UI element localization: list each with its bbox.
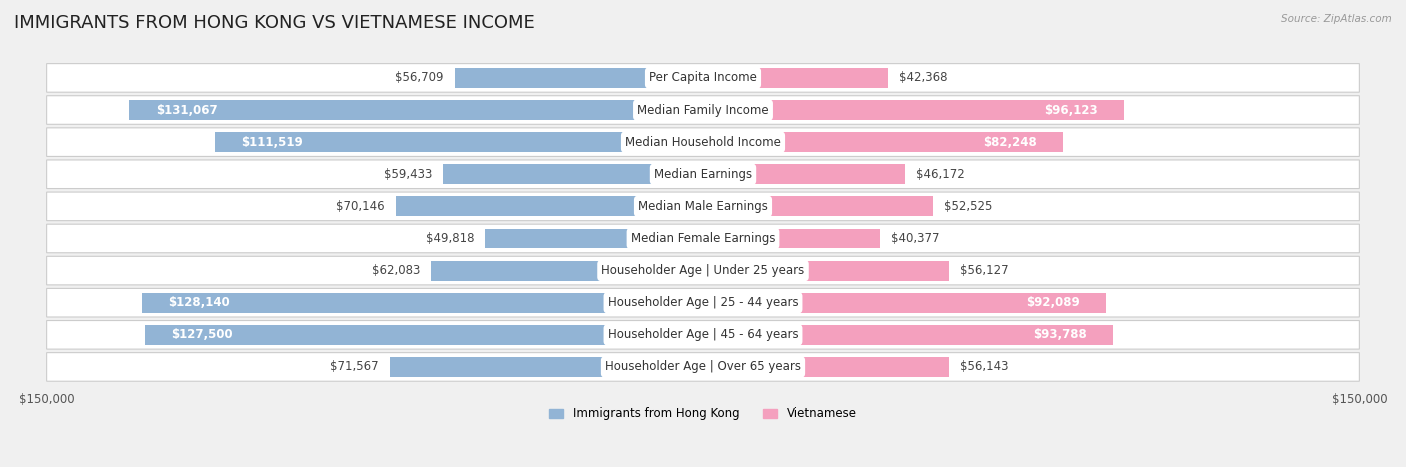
FancyBboxPatch shape — [46, 224, 1360, 253]
Text: $40,377: $40,377 — [890, 232, 939, 245]
Bar — [703, 357, 949, 377]
Bar — [432, 261, 703, 281]
Bar — [443, 164, 703, 184]
Text: Median Male Earnings: Median Male Earnings — [638, 200, 768, 213]
Text: $127,500: $127,500 — [172, 328, 233, 341]
Text: $46,172: $46,172 — [915, 168, 965, 181]
Bar — [703, 325, 1114, 345]
Bar — [456, 68, 703, 88]
FancyBboxPatch shape — [46, 320, 1360, 349]
FancyBboxPatch shape — [46, 353, 1360, 381]
Text: $70,146: $70,146 — [336, 200, 385, 213]
Text: $59,433: $59,433 — [384, 168, 432, 181]
Text: $56,127: $56,127 — [959, 264, 1008, 277]
Text: Householder Age | 45 - 64 years: Householder Age | 45 - 64 years — [607, 328, 799, 341]
FancyBboxPatch shape — [46, 128, 1360, 156]
Bar — [703, 164, 905, 184]
Text: $56,709: $56,709 — [395, 71, 444, 85]
Text: Householder Age | Over 65 years: Householder Age | Over 65 years — [605, 361, 801, 374]
FancyBboxPatch shape — [46, 160, 1360, 189]
Text: Median Household Income: Median Household Income — [626, 135, 780, 149]
Text: $131,067: $131,067 — [156, 104, 218, 117]
FancyBboxPatch shape — [46, 64, 1360, 92]
Bar — [145, 325, 703, 345]
Text: IMMIGRANTS FROM HONG KONG VS VIETNAMESE INCOME: IMMIGRANTS FROM HONG KONG VS VIETNAMESE … — [14, 14, 534, 32]
Bar — [703, 197, 932, 216]
Bar — [703, 100, 1123, 120]
Bar — [396, 197, 703, 216]
Text: $42,368: $42,368 — [900, 71, 948, 85]
Text: Householder Age | Under 25 years: Householder Age | Under 25 years — [602, 264, 804, 277]
Bar — [215, 132, 703, 152]
Text: Median Earnings: Median Earnings — [654, 168, 752, 181]
Text: $96,123: $96,123 — [1043, 104, 1097, 117]
Text: Householder Age | 25 - 44 years: Householder Age | 25 - 44 years — [607, 296, 799, 309]
FancyBboxPatch shape — [46, 289, 1360, 317]
Text: $128,140: $128,140 — [169, 296, 231, 309]
FancyBboxPatch shape — [46, 192, 1360, 220]
Bar — [485, 228, 703, 248]
Text: $52,525: $52,525 — [943, 200, 993, 213]
Bar — [142, 293, 703, 313]
Text: $93,788: $93,788 — [1033, 328, 1087, 341]
Bar — [703, 293, 1107, 313]
Legend: Immigrants from Hong Kong, Vietnamese: Immigrants from Hong Kong, Vietnamese — [544, 403, 862, 425]
Bar — [389, 357, 703, 377]
Text: $82,248: $82,248 — [983, 135, 1036, 149]
Text: Median Family Income: Median Family Income — [637, 104, 769, 117]
FancyBboxPatch shape — [46, 256, 1360, 285]
Bar — [703, 228, 880, 248]
Bar — [703, 132, 1063, 152]
FancyBboxPatch shape — [46, 96, 1360, 124]
Bar — [129, 100, 703, 120]
Text: $49,818: $49,818 — [426, 232, 474, 245]
Text: Median Female Earnings: Median Female Earnings — [631, 232, 775, 245]
Text: $56,143: $56,143 — [960, 361, 1008, 374]
Bar — [703, 261, 949, 281]
Text: $111,519: $111,519 — [242, 135, 304, 149]
Text: Per Capita Income: Per Capita Income — [650, 71, 756, 85]
Text: Source: ZipAtlas.com: Source: ZipAtlas.com — [1281, 14, 1392, 24]
Bar — [703, 68, 889, 88]
Text: $62,083: $62,083 — [373, 264, 420, 277]
Text: $71,567: $71,567 — [330, 361, 378, 374]
Text: $92,089: $92,089 — [1026, 296, 1080, 309]
